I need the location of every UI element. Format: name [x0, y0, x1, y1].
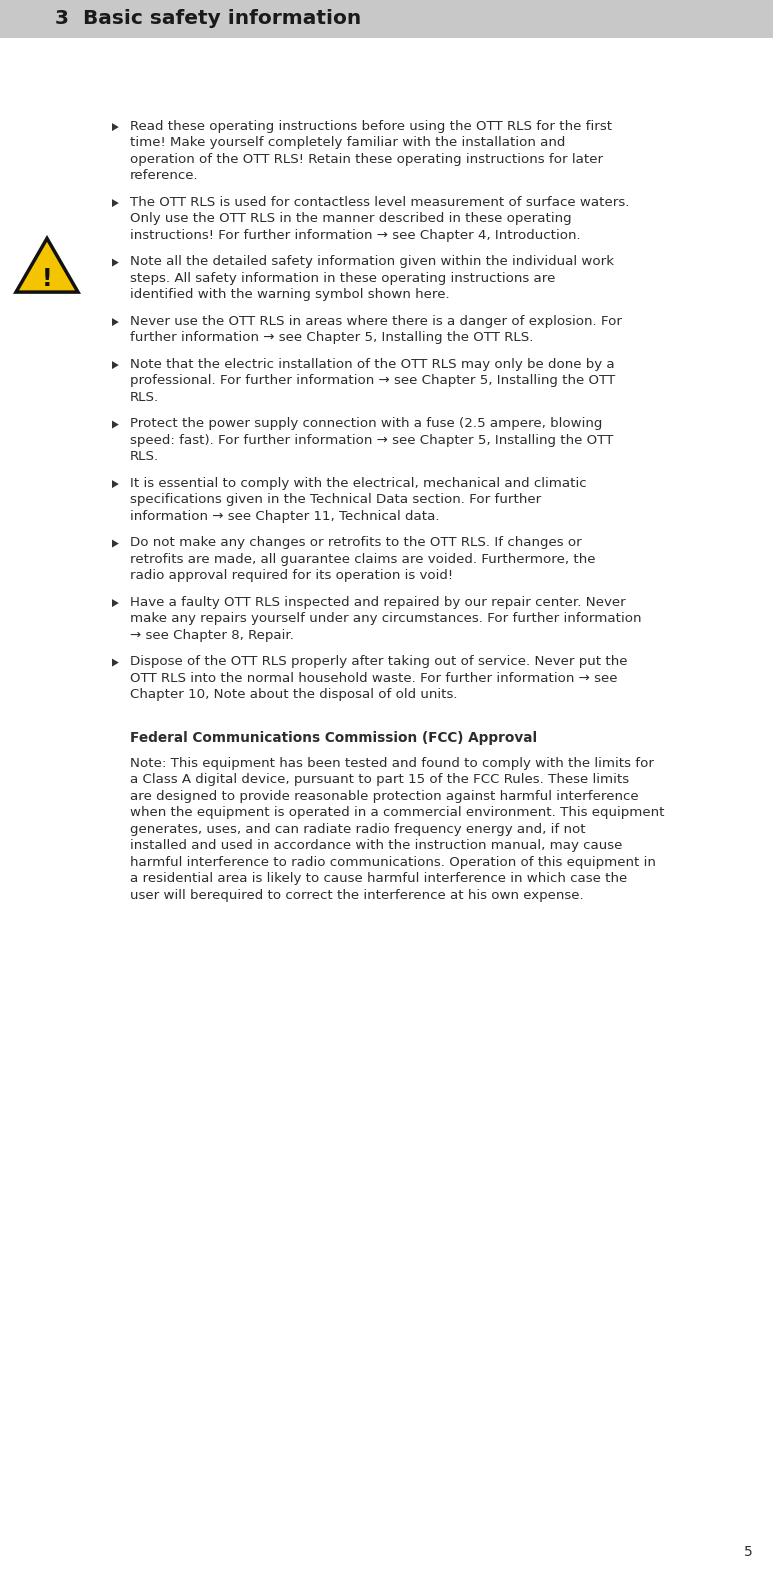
- Text: further information → see Chapter 5, Installing the OTT RLS.: further information → see Chapter 5, Ins…: [130, 331, 533, 345]
- Text: RLS.: RLS.: [130, 450, 159, 463]
- Text: Note: This equipment has been tested and found to comply with the limits for: Note: This equipment has been tested and…: [130, 757, 654, 770]
- Text: information → see Chapter 11, Technical data.: information → see Chapter 11, Technical …: [130, 510, 440, 523]
- Text: Note that the electric installation of the OTT RLS may only be done by a: Note that the electric installation of t…: [130, 357, 615, 370]
- Text: reference.: reference.: [130, 168, 199, 183]
- Text: identified with the warning symbol shown here.: identified with the warning symbol shown…: [130, 288, 450, 301]
- Polygon shape: [112, 480, 119, 488]
- Text: It is essential to comply with the electrical, mechanical and climatic: It is essential to comply with the elect…: [130, 477, 587, 490]
- Text: operation of the OTT RLS! Retain these operating instructions for later: operation of the OTT RLS! Retain these o…: [130, 153, 603, 165]
- Text: → see Chapter 8, Repair.: → see Chapter 8, Repair.: [130, 628, 294, 642]
- Text: Federal Communications Commission (FCC) Approval: Federal Communications Commission (FCC) …: [130, 730, 537, 745]
- Text: retrofits are made, all guarantee claims are voided. Furthermore, the: retrofits are made, all guarantee claims…: [130, 552, 595, 565]
- Text: specifications given in the Technical Data section. For further: specifications given in the Technical Da…: [130, 493, 541, 507]
- Polygon shape: [112, 123, 119, 131]
- Polygon shape: [112, 600, 119, 608]
- Text: user will berequired to correct the interference at his own expense.: user will berequired to correct the inte…: [130, 889, 584, 902]
- Polygon shape: [112, 658, 119, 666]
- Text: are designed to provide reasonable protection against harmful interference: are designed to provide reasonable prote…: [130, 790, 638, 803]
- Polygon shape: [112, 540, 119, 548]
- Text: 3  Basic safety information: 3 Basic safety information: [55, 9, 361, 28]
- Text: OTT RLS into the normal household waste. For further information → see: OTT RLS into the normal household waste.…: [130, 672, 618, 685]
- Text: The OTT RLS is used for contactless level measurement of surface waters.: The OTT RLS is used for contactless leve…: [130, 195, 629, 209]
- Text: when the equipment is operated in a commercial environment. This equipment: when the equipment is operated in a comm…: [130, 806, 665, 818]
- Text: radio approval required for its operation is void!: radio approval required for its operatio…: [130, 570, 453, 582]
- Text: a residential area is likely to cause harmful interference in which case the: a residential area is likely to cause ha…: [130, 872, 627, 885]
- Bar: [0, 0, 773, 38]
- Text: 5: 5: [744, 1546, 753, 1558]
- Text: steps. All safety information in these operating instructions are: steps. All safety information in these o…: [130, 272, 555, 285]
- Text: !: !: [42, 266, 53, 291]
- Text: Chapter 10, Note about the disposal of old units.: Chapter 10, Note about the disposal of o…: [130, 688, 458, 700]
- Text: Only use the OTT RLS in the manner described in these operating: Only use the OTT RLS in the manner descr…: [130, 212, 571, 225]
- Polygon shape: [112, 420, 119, 428]
- Text: Read these operating instructions before using the OTT RLS for the first: Read these operating instructions before…: [130, 120, 612, 132]
- Polygon shape: [112, 258, 119, 266]
- Text: a Class A digital device, pursuant to part 15 of the FCC Rules. These limits: a Class A digital device, pursuant to pa…: [130, 773, 629, 785]
- Text: installed and used in accordance with the instruction manual, may cause: installed and used in accordance with th…: [130, 839, 622, 852]
- Text: Never use the OTT RLS in areas where there is a danger of explosion. For: Never use the OTT RLS in areas where the…: [130, 315, 622, 327]
- Text: professional. For further information → see Chapter 5, Installing the OTT: professional. For further information → …: [130, 375, 615, 387]
- Polygon shape: [112, 198, 119, 208]
- Text: time! Make yourself completely familiar with the installation and: time! Make yourself completely familiar …: [130, 135, 565, 150]
- Text: harmful interference to radio communications. Operation of this equipment in: harmful interference to radio communicat…: [130, 856, 656, 869]
- Text: Do not make any changes or retrofits to the OTT RLS. If changes or: Do not make any changes or retrofits to …: [130, 537, 582, 549]
- Text: Note all the detailed safety information given within the individual work: Note all the detailed safety information…: [130, 255, 614, 268]
- Text: Protect the power supply connection with a fuse (2.5 ampere, blowing: Protect the power supply connection with…: [130, 417, 602, 430]
- Text: RLS.: RLS.: [130, 390, 159, 403]
- Text: generates, uses, and can radiate radio frequency energy and, if not: generates, uses, and can radiate radio f…: [130, 823, 586, 836]
- Polygon shape: [112, 318, 119, 326]
- Polygon shape: [112, 360, 119, 368]
- Text: Dispose of the OTT RLS properly after taking out of service. Never put the: Dispose of the OTT RLS properly after ta…: [130, 655, 628, 667]
- Text: Have a faulty OTT RLS inspected and repaired by our repair center. Never: Have a faulty OTT RLS inspected and repa…: [130, 595, 626, 609]
- Text: make any repairs yourself under any circumstances. For further information: make any repairs yourself under any circ…: [130, 612, 642, 625]
- Text: instructions! For further information → see Chapter 4, Introduction.: instructions! For further information → …: [130, 228, 581, 242]
- Text: speed: fast). For further information → see Chapter 5, Installing the OTT: speed: fast). For further information → …: [130, 434, 613, 447]
- Polygon shape: [16, 238, 78, 293]
